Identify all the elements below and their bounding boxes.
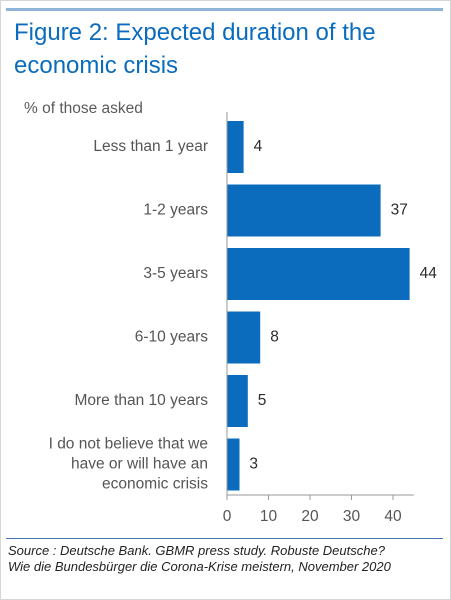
top-rule <box>6 8 443 11</box>
chart-title-line-2: economic crisis <box>14 52 179 79</box>
bar-1 <box>227 184 381 237</box>
source-note: Source : Deutsche Bank. GBMR press study… <box>8 543 445 575</box>
source-rule <box>6 538 443 539</box>
x-tick-label-1: 10 <box>260 508 278 525</box>
chart-title: Figure 2: Expected duration of the econo… <box>14 16 439 82</box>
x-tick-label-2: 20 <box>301 508 319 525</box>
bar-4 <box>227 375 248 427</box>
x-tick-label-4: 40 <box>384 508 402 525</box>
value-label-5: 3 <box>249 456 258 473</box>
source-line-2: Wie die Bundesbürger die Corona-Krise me… <box>8 559 391 574</box>
x-tick-label-3: 30 <box>343 508 361 525</box>
category-label-5-1: have or will have an <box>71 456 208 473</box>
category-label-2-0: 3-5 years <box>143 265 208 282</box>
value-label-3: 8 <box>270 329 279 346</box>
bar-3 <box>227 311 261 364</box>
bar-0 <box>227 121 244 173</box>
bar-5 <box>227 438 240 491</box>
value-label-4: 5 <box>258 392 267 409</box>
value-label-1: 37 <box>391 202 408 219</box>
category-label-5-0: I do not believe that we <box>49 436 208 453</box>
bar-2 <box>227 248 410 300</box>
value-label-2: 44 <box>420 265 438 282</box>
x-tick-label-0: 0 <box>223 508 232 525</box>
value-label-0: 4 <box>254 138 263 155</box>
category-label-3-0: 6-10 years <box>135 329 208 346</box>
category-label-0-0: Less than 1 year <box>93 138 208 155</box>
category-label-1-0: 1-2 years <box>143 202 208 219</box>
category-label-4-0: More than 10 years <box>74 392 208 409</box>
chart-title-line-1: Figure 2: Expected duration of the <box>14 19 376 46</box>
source-line-1: Source : Deutsche Bank. GBMR press study… <box>8 543 385 558</box>
category-label-5-2: economic crisis <box>102 476 208 493</box>
y-axis-label: % of those asked <box>24 100 143 117</box>
